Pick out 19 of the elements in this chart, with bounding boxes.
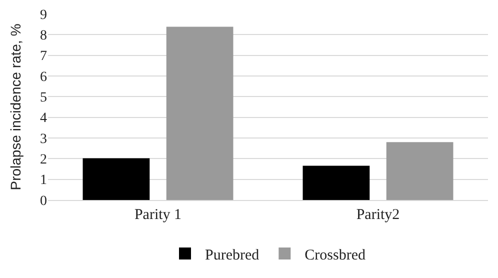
bar bbox=[166, 26, 234, 200]
y-tick-label: 0 bbox=[40, 194, 47, 209]
y-tick-label: 2 bbox=[40, 152, 47, 168]
legend-label: Crossbred bbox=[304, 247, 366, 264]
y-tick-label: 5 bbox=[40, 90, 47, 106]
y-tick-label: 6 bbox=[40, 70, 47, 85]
y-tick-label: 7 bbox=[40, 49, 47, 64]
bar bbox=[302, 166, 370, 200]
y-tick-label: 9 bbox=[40, 8, 47, 23]
y-tick-label: 1 bbox=[40, 173, 47, 188]
legend-label: Purebred bbox=[205, 247, 260, 264]
y-tick-label: 3 bbox=[40, 132, 47, 147]
bar bbox=[82, 158, 150, 200]
x-tick-label: Parity 1 bbox=[134, 207, 182, 223]
bar bbox=[386, 142, 454, 200]
x-tick-label: Parity2 bbox=[356, 207, 400, 223]
y-axis-title: Prolapse incidence rate, % bbox=[8, 24, 24, 190]
y-tick-label: 8 bbox=[40, 28, 47, 44]
y-tick-label: 4 bbox=[40, 111, 47, 126]
